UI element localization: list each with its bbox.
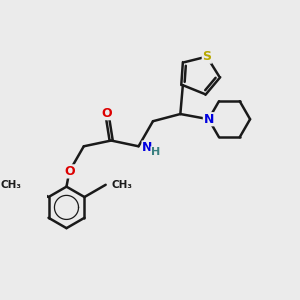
Text: O: O bbox=[101, 107, 112, 120]
Text: O: O bbox=[64, 165, 75, 178]
Text: H: H bbox=[151, 147, 160, 157]
Text: CH₃: CH₃ bbox=[112, 180, 133, 190]
Text: N: N bbox=[142, 141, 152, 154]
Text: N: N bbox=[203, 113, 214, 126]
Text: S: S bbox=[202, 50, 211, 63]
Text: CH₃: CH₃ bbox=[0, 180, 21, 190]
